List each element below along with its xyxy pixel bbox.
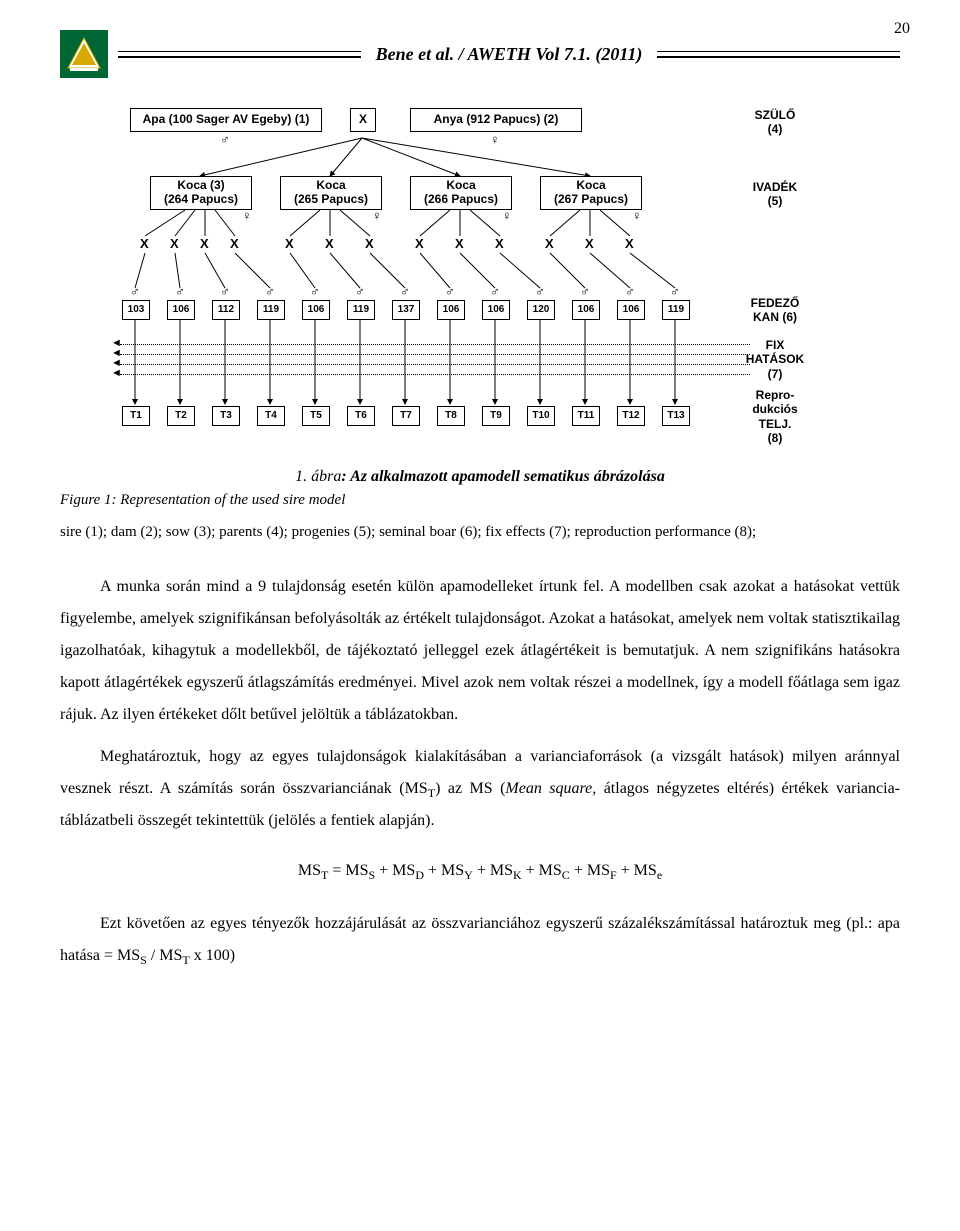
header-rule-left: [118, 51, 361, 58]
trait-box: T11: [572, 406, 600, 426]
male-icon: ♂: [625, 284, 635, 300]
sire-box: Apa (100 Sager AV Egeby) (1): [130, 108, 322, 132]
journal-logo: [60, 30, 108, 78]
x-mating: X: [495, 236, 504, 251]
male-icon: ♂: [220, 284, 230, 300]
boar-id-box: 119: [662, 300, 690, 320]
boar-id-box: 106: [482, 300, 510, 320]
trait-box: T9: [482, 406, 510, 426]
header-title: Bene et al. / AWETH Vol 7.1. (2011): [361, 44, 658, 65]
x-mating: X: [585, 236, 594, 251]
x-mating: X: [365, 236, 374, 251]
boar-id-box: 120: [527, 300, 555, 320]
row-label-fix: FIX HATÁSOK (7): [730, 338, 820, 381]
male-icon: ♂: [490, 284, 500, 300]
boar-id-box: 119: [347, 300, 375, 320]
trait-box: T1: [122, 406, 150, 426]
male-icon: ♂: [310, 284, 320, 300]
male-icon: ♂: [175, 284, 185, 300]
x-mating: X: [285, 236, 294, 251]
x-mating: X: [415, 236, 424, 251]
progeny-box-1: Koca (3)(264 Papucs): [150, 176, 252, 210]
header: Bene et al. / AWETH Vol 7.1. (2011): [60, 30, 900, 78]
progeny-box-4: Koca(267 Papucs): [540, 176, 642, 210]
trait-box: T8: [437, 406, 465, 426]
male-icon: ♂: [355, 284, 365, 300]
figure-caption: 1. ábra: Az alkalmazott apamodell semati…: [60, 468, 900, 486]
header-rule-right: [657, 51, 900, 58]
boar-id-box: 137: [392, 300, 420, 320]
row-label-progeny: IVADÉK (5): [730, 180, 820, 209]
x-mating: X: [230, 236, 239, 251]
paragraph-1: A munka során mind a 9 tulajdonság eseté…: [60, 571, 900, 731]
female-icon: ♀: [490, 132, 500, 148]
x-mating: X: [325, 236, 334, 251]
figure-desc: Figure 1: Representation of the used sir…: [60, 492, 900, 509]
male-icon: ♂: [535, 284, 545, 300]
male-icon: ♂: [220, 132, 230, 148]
dotted-line: [120, 354, 750, 355]
arrow-left-icon: ◄: [111, 367, 122, 379]
male-icon: ♂: [265, 284, 275, 300]
trait-box: T12: [617, 406, 645, 426]
x-mating: X: [200, 236, 209, 251]
boar-id-box: 103: [122, 300, 150, 320]
trait-box: T10: [527, 406, 555, 426]
paragraph-2: Meghatároztuk, hogy az egyes tulajdonság…: [60, 741, 900, 837]
male-icon: ♂: [445, 284, 455, 300]
male-icon: ♂: [400, 284, 410, 300]
male-icon: ♂: [580, 284, 590, 300]
dotted-line: [120, 364, 750, 365]
formula: MST = MSS + MSD + MSY + MSK + MSC + MSF …: [60, 862, 900, 883]
trait-box: T13: [662, 406, 690, 426]
male-icon: ♂: [670, 284, 680, 300]
page-number: 20: [894, 20, 910, 38]
x-mating: X: [170, 236, 179, 251]
x-mating: X: [625, 236, 634, 251]
female-icon: ♀: [242, 208, 252, 224]
figure-legend: sire (1); dam (2); sow (3); parents (4);…: [60, 524, 900, 541]
male-icon: ♂: [130, 284, 140, 300]
trait-box: T4: [257, 406, 285, 426]
trait-box: T3: [212, 406, 240, 426]
boar-id-box: 106: [167, 300, 195, 320]
progeny-box-3: Koca(266 Papucs): [410, 176, 512, 210]
boar-id-box: 106: [302, 300, 330, 320]
boar-id-box: 106: [572, 300, 600, 320]
trait-box: T7: [392, 406, 420, 426]
boar-id-box: 106: [437, 300, 465, 320]
x-mating: X: [455, 236, 464, 251]
row-label-traits: Repro- dukciós TELJ. (8): [730, 388, 820, 446]
boar-id-box: 106: [617, 300, 645, 320]
boar-id-box: 112: [212, 300, 240, 320]
x-mating: X: [140, 236, 149, 251]
boar-id-box: 119: [257, 300, 285, 320]
x-mating: X: [545, 236, 554, 251]
trait-box: T2: [167, 406, 195, 426]
dotted-line: [120, 344, 750, 345]
female-icon: ♀: [372, 208, 382, 224]
progeny-box-2: Koca(265 Papucs): [280, 176, 382, 210]
dotted-line: [120, 374, 750, 375]
cross-x-box: X: [350, 108, 376, 132]
row-label-boars: FEDEZŐ KAN (6): [730, 296, 820, 325]
dam-box: Anya (912 Papucs) (2): [410, 108, 582, 132]
row-label-parents: SZÜLŐ (4): [730, 108, 820, 137]
sire-model-diagram: Apa (100 Sager AV Egeby) (1) ♂ X Anya (9…: [90, 108, 870, 448]
female-icon: ♀: [502, 208, 512, 224]
trait-box: T5: [302, 406, 330, 426]
paragraph-3: Ezt követően az egyes tényezők hozzájáru…: [60, 908, 900, 972]
trait-box: T6: [347, 406, 375, 426]
female-icon: ♀: [632, 208, 642, 224]
